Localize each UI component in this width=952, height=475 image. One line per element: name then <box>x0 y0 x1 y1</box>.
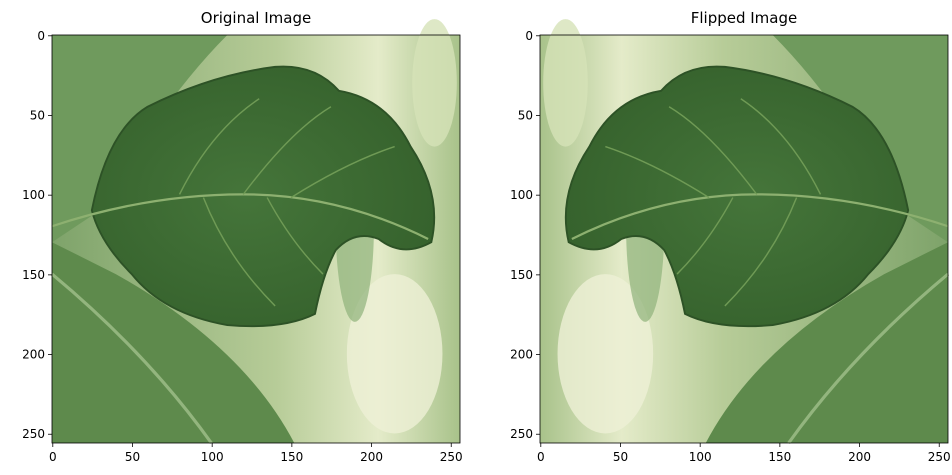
x-tick-label: 50 <box>613 450 628 464</box>
x-tick-label: 100 <box>689 450 712 464</box>
image <box>540 19 948 443</box>
figure: Original Image 0 50 100 150 200 250 0 50 100 150 20… <box>0 0 952 471</box>
y-tick-label: 250 <box>510 427 533 441</box>
x-tick-label: 50 <box>125 450 140 464</box>
page: {"chart_data": [ {"type": "image", "titl… <box>0 0 952 475</box>
y-tick-label: 50 <box>30 108 45 122</box>
x-tick-label: 100 <box>201 450 224 464</box>
x-tick-label: 200 <box>848 450 871 464</box>
x-tick-label: 200 <box>360 450 383 464</box>
y-tick-label: 150 <box>22 268 45 282</box>
x-tick-label: 0 <box>537 450 545 464</box>
y-tick-label: 100 <box>510 188 533 202</box>
y-tick-label: 150 <box>510 268 533 282</box>
y-tick-label: 200 <box>510 348 533 362</box>
image <box>52 19 460 443</box>
y-tick-label: 100 <box>22 188 45 202</box>
y-tick-label: 250 <box>22 427 45 441</box>
y-tick-label: 200 <box>22 348 45 362</box>
x-tick-label: 250 <box>440 450 463 464</box>
y-tick-label: 0 <box>37 29 45 43</box>
y-tick-label: 50 <box>518 108 533 122</box>
y-tick-label: 0 <box>525 29 533 43</box>
x-tick-label: 250 <box>928 450 951 464</box>
x-tick-label: 150 <box>280 450 303 464</box>
x-tick-label: 150 <box>768 450 791 464</box>
chart-title: Original Image <box>201 9 311 27</box>
x-tick-label: 0 <box>49 450 57 464</box>
chart-title: Flipped Image <box>691 9 798 27</box>
